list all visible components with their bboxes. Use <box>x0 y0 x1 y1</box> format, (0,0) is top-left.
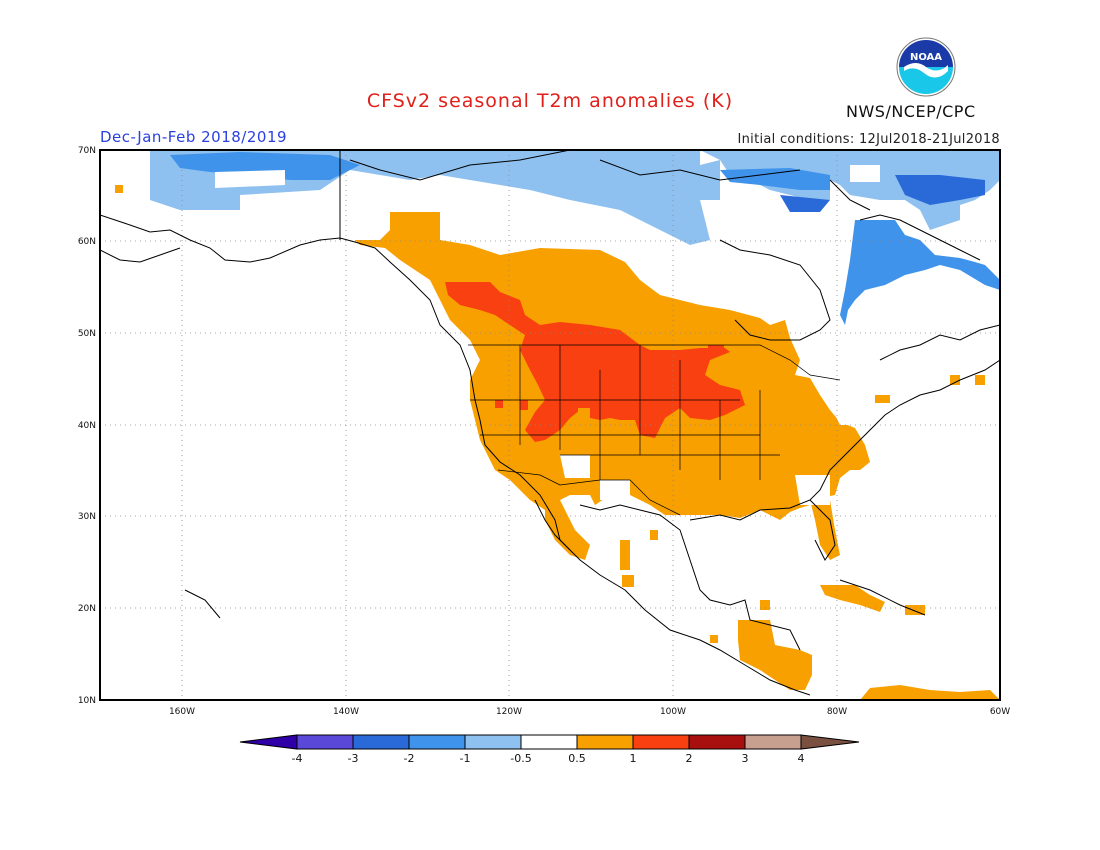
cold-anomaly-area-greenland <box>780 195 830 212</box>
colorbar-swatch <box>520 734 578 750</box>
initial-conditions-label: Initial conditions: 12Jul2018-21Jul2018 <box>737 132 1000 147</box>
colorbar-swatch <box>744 734 802 750</box>
neutral-area <box>560 455 590 478</box>
warm-anomaly-patch <box>115 185 123 193</box>
lat-label: 40N <box>78 421 96 431</box>
cold-anomaly-area-east <box>895 175 985 205</box>
colorbar-swatch <box>688 734 746 750</box>
colorbar-label: -3 <box>348 752 359 765</box>
latitude-labels: 70N 60N 50N 40N 30N 20N 10N <box>78 146 96 706</box>
colorbar-label: -1 <box>460 752 471 765</box>
warm-anomaly-patch <box>708 345 724 353</box>
grid-lines <box>100 150 1000 700</box>
lon-label: 160W <box>169 707 195 717</box>
cold-anomaly-area-arctic-dark <box>720 168 830 190</box>
colorbar-label: 0.5 <box>568 752 586 765</box>
colorbar-arrow-right <box>800 734 860 750</box>
lon-label: 80W <box>827 707 847 717</box>
colorbar-label: -4 <box>292 752 303 765</box>
neutral-area <box>850 165 880 182</box>
neutral-area <box>215 170 285 188</box>
map-frame <box>99 149 1001 701</box>
lat-label: 20N <box>78 604 96 614</box>
lat-label: 30N <box>78 512 96 522</box>
neutral-area <box>795 475 830 505</box>
colorbar-arrow-left <box>239 734 298 750</box>
colorbar-swatch <box>464 734 522 750</box>
noaa-logo-icon: NOAA <box>896 37 956 97</box>
warm-anomaly-area-caribbean <box>820 585 885 612</box>
lat-label: 70N <box>78 146 96 156</box>
longitude-labels: 160W 140W 120W 100W 80W 60W <box>169 707 1010 717</box>
lat-label: 10N <box>78 696 96 706</box>
warm-anomaly-patch <box>875 395 890 403</box>
warm-anomaly-area-central-america <box>738 620 812 690</box>
cold-anomaly-area-north-dark <box>170 152 360 180</box>
svg-text:NOAA: NOAA <box>910 52 942 63</box>
colorbar-label: 4 <box>798 752 805 765</box>
warm-anomaly-patch <box>950 375 960 385</box>
warm-anomaly-area-florida <box>810 500 840 560</box>
warm-anomaly-area-south <box>860 685 1000 700</box>
colorbar-label: -2 <box>404 752 415 765</box>
agency-label: NWS/NCEP/CPC <box>846 102 976 121</box>
warm-anomaly-patch <box>578 408 590 418</box>
warm-anomaly-patch <box>760 600 770 610</box>
lon-label: 120W <box>496 707 522 717</box>
coastlines <box>100 150 1000 696</box>
warm-anomaly-patch <box>710 635 718 643</box>
lat-label: 50N <box>78 329 96 339</box>
lon-label: 100W <box>660 707 686 717</box>
period-label: Dec-Jan-Feb 2018/2019 <box>100 128 288 146</box>
colorbar-label: 3 <box>742 752 749 765</box>
colorbar-swatch <box>576 734 634 750</box>
chart-title: CFSv2 seasonal T2m anomalies (K) <box>366 90 734 112</box>
colorbar-swatch <box>352 734 410 750</box>
warm-anomaly-patch <box>520 400 528 410</box>
colorbar-label: 2 <box>686 752 693 765</box>
warm-anomaly-area-red-core <box>445 282 745 442</box>
warm-anomaly-patch <box>622 575 634 587</box>
colorbar-swatch <box>408 734 466 750</box>
warm-anomaly-patch <box>905 605 925 615</box>
warm-anomaly-patch <box>495 400 503 408</box>
colorbar-swatch <box>632 734 690 750</box>
colorbar-label: -0.5 <box>510 752 531 765</box>
lon-label: 60W <box>990 707 1010 717</box>
warm-anomaly-patch <box>650 530 658 540</box>
colorbar-swatch <box>296 734 354 750</box>
cold-anomaly-area-hudson <box>840 220 1000 325</box>
colorbar: -4 -3 -2 -1 -0.5 0.5 1 2 3 4 <box>239 734 860 765</box>
lon-label: 140W <box>333 707 359 717</box>
anomaly-field <box>115 150 1000 700</box>
colorbar-label: 1 <box>630 752 637 765</box>
neutral-area <box>600 480 630 500</box>
lat-label: 60N <box>78 237 96 247</box>
neutral-area <box>830 405 870 425</box>
political-borders <box>468 344 841 516</box>
warm-anomaly-patch <box>975 375 985 385</box>
warm-anomaly-patch <box>620 540 630 570</box>
